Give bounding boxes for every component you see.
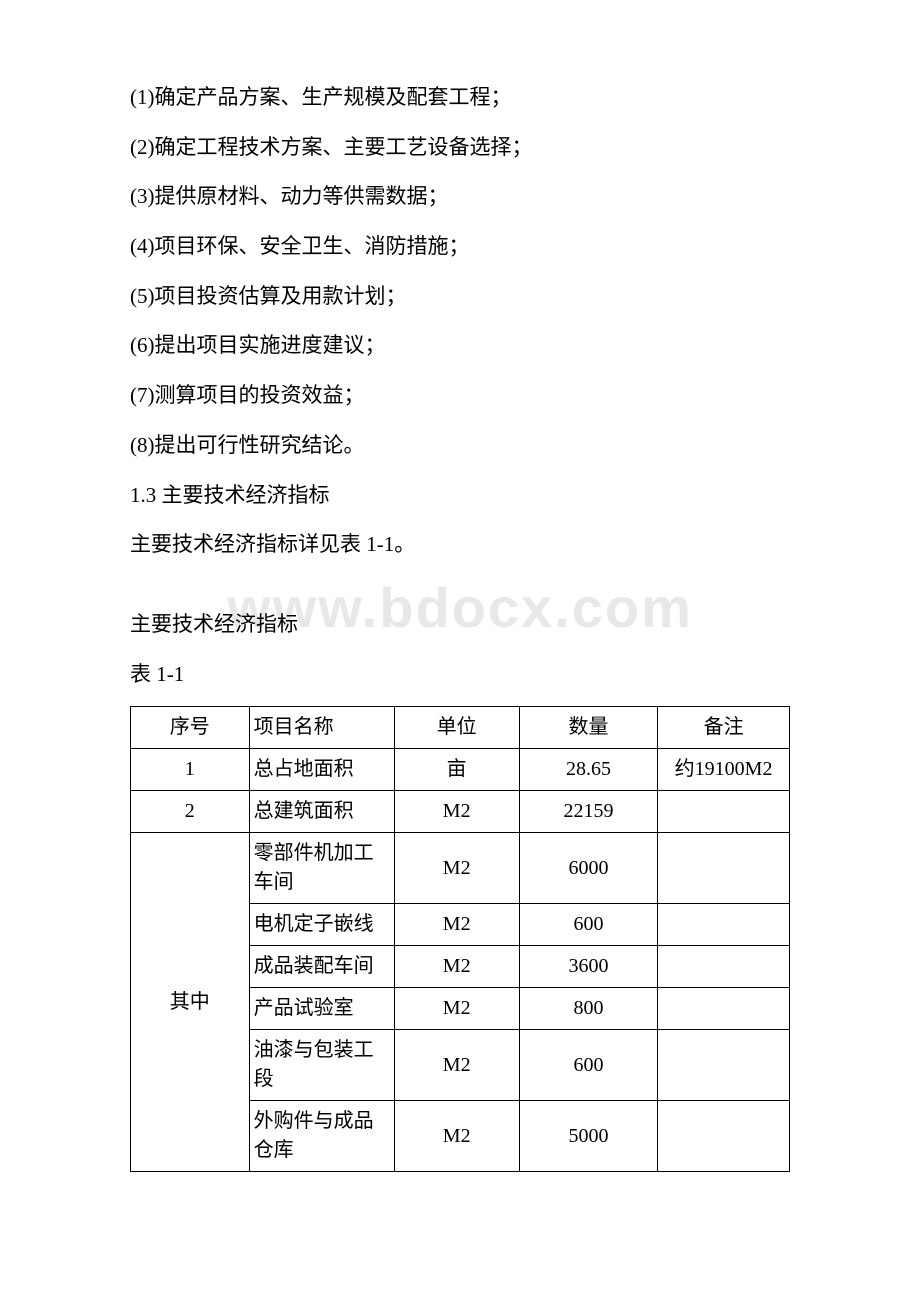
cell-name: 产品试验室 (249, 988, 394, 1030)
list-item: (2)确定工程技术方案、主要工艺设备选择； (130, 130, 790, 166)
cell-qty: 6000 (519, 833, 657, 904)
cell-name: 总建筑面积 (249, 791, 394, 833)
th-seq: 序号 (131, 707, 250, 749)
cell-qty: 600 (519, 904, 657, 946)
th-name: 项目名称 (249, 707, 394, 749)
section-intro: 主要技术经济指标详见表 1-1。 (130, 527, 790, 563)
cell-qty: 28.65 (519, 749, 657, 791)
cell-note (658, 833, 790, 904)
list-item: (1)确定产品方案、生产规模及配套工程； (130, 80, 790, 116)
table-header-row: 序号 项目名称 单位 数量 备注 (131, 707, 790, 749)
cell-seq: 1 (131, 749, 250, 791)
list-item: (7)测算项目的投资效益； (130, 378, 790, 414)
cell-note (658, 988, 790, 1030)
cell-unit: 亩 (394, 749, 519, 791)
list-item: (3)提供原材料、动力等供需数据； (130, 179, 790, 215)
cell-name: 成品装配车间 (249, 946, 394, 988)
cell-qty: 3600 (519, 946, 657, 988)
cell-qty: 5000 (519, 1101, 657, 1172)
cell-unit: M2 (394, 1101, 519, 1172)
cell-name: 零部件机加工车间 (249, 833, 394, 904)
cell-qty: 600 (519, 1030, 657, 1101)
list-item: (5)项目投资估算及用款计划； (130, 279, 790, 315)
cell-note (658, 904, 790, 946)
cell-note (658, 946, 790, 988)
cell-name: 外购件与成品仓库 (249, 1101, 394, 1172)
cell-unit: M2 (394, 833, 519, 904)
paragraph-list: (1)确定产品方案、生产规模及配套工程； (2)确定工程技术方案、主要工艺设备选… (130, 80, 790, 563)
indicators-table: 序号 项目名称 单位 数量 备注 1 总占地面积 亩 28.65 约19100M… (130, 706, 790, 1172)
list-item: (4)项目环保、安全卫生、消防措施； (130, 229, 790, 265)
list-item: (8)提出可行性研究结论。 (130, 428, 790, 464)
cell-note (658, 1101, 790, 1172)
cell-qty: 800 (519, 988, 657, 1030)
cell-seq: 2 (131, 791, 250, 833)
table-row: 1 总占地面积 亩 28.65 约19100M2 (131, 749, 790, 791)
cell-note (658, 791, 790, 833)
th-unit: 单位 (394, 707, 519, 749)
table-label: 表 1-1 (130, 657, 790, 693)
cell-note: 约19100M2 (658, 749, 790, 791)
th-note: 备注 (658, 707, 790, 749)
section-heading: 1.3 主要技术经济指标 (130, 478, 790, 514)
cell-qty: 22159 (519, 791, 657, 833)
table-row: 其中 零部件机加工车间 M2 6000 (131, 833, 790, 904)
cell-name: 油漆与包装工段 (249, 1030, 394, 1101)
spacer (130, 577, 790, 607)
cell-group-label: 其中 (131, 833, 250, 1172)
cell-unit: M2 (394, 791, 519, 833)
cell-name: 总占地面积 (249, 749, 394, 791)
table-row: 2 总建筑面积 M2 22159 (131, 791, 790, 833)
list-item: (6)提出项目实施进度建议； (130, 328, 790, 364)
cell-note (658, 1030, 790, 1101)
cell-unit: M2 (394, 988, 519, 1030)
cell-unit: M2 (394, 904, 519, 946)
cell-unit: M2 (394, 1030, 519, 1101)
table-caption: 主要技术经济指标 (130, 607, 790, 643)
document-page: (1)确定产品方案、生产规模及配套工程； (2)确定工程技术方案、主要工艺设备选… (0, 0, 920, 1232)
th-qty: 数量 (519, 707, 657, 749)
cell-unit: M2 (394, 946, 519, 988)
cell-name: 电机定子嵌线 (249, 904, 394, 946)
